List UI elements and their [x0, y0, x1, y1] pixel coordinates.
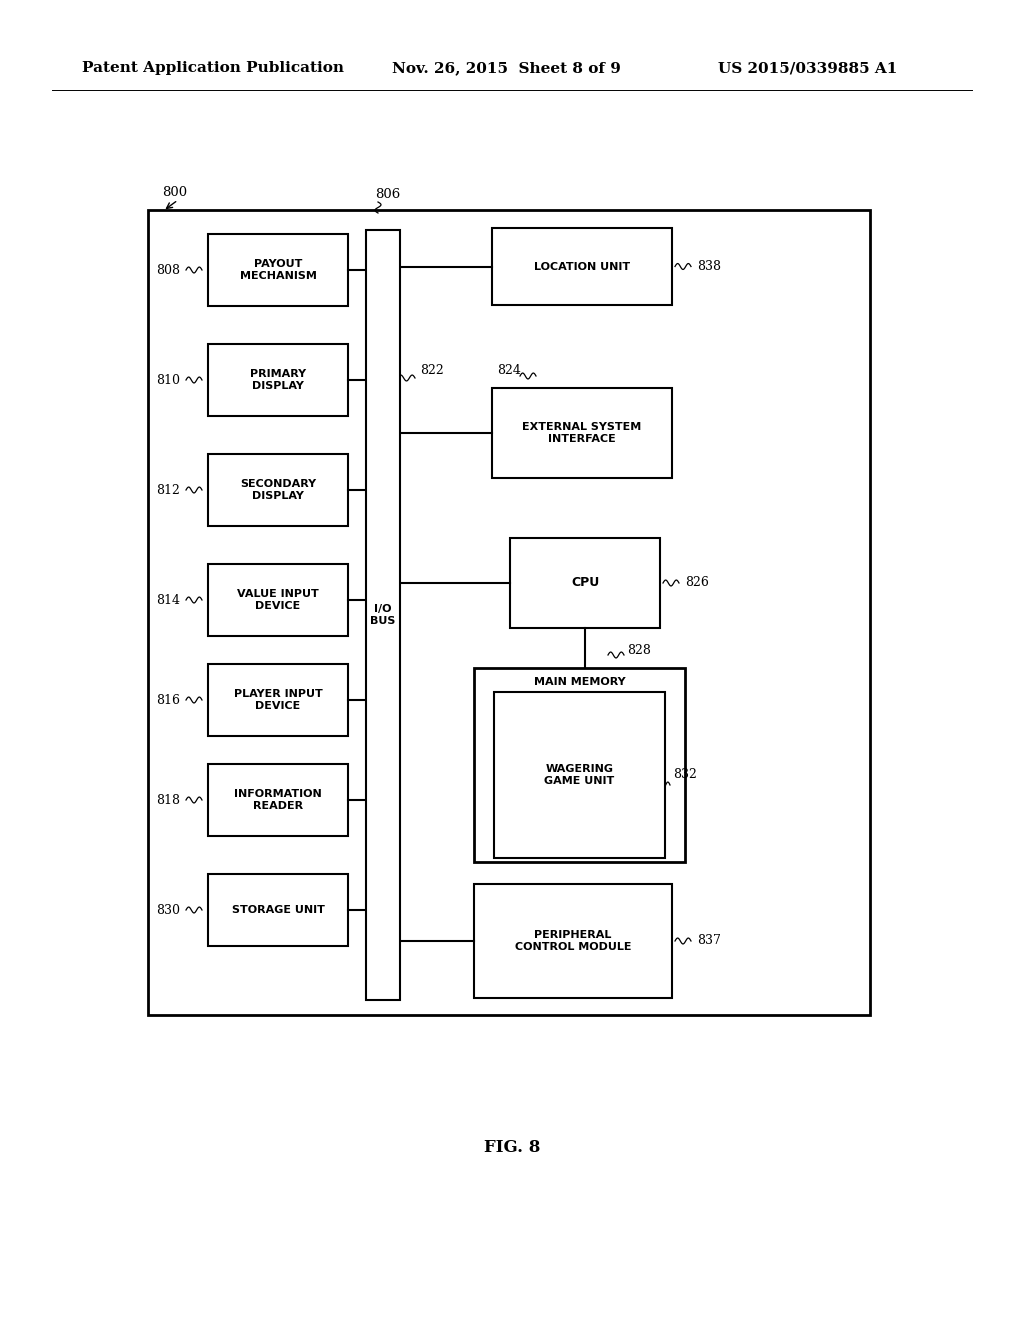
- Text: 832: 832: [673, 768, 697, 781]
- Bar: [208, 874, 348, 946]
- Text: VALUE INPUT
DEVICE: VALUE INPUT DEVICE: [238, 589, 318, 611]
- Text: 828: 828: [627, 644, 651, 656]
- Text: Nov. 26, 2015  Sheet 8 of 9: Nov. 26, 2015 Sheet 8 of 9: [392, 61, 621, 75]
- Text: PAYOUT
MECHANISM: PAYOUT MECHANISM: [240, 259, 316, 281]
- Text: 806: 806: [375, 187, 400, 201]
- Text: PRIMARY
DISPLAY: PRIMARY DISPLAY: [250, 370, 306, 391]
- Text: LOCATION UNIT: LOCATION UNIT: [534, 261, 630, 272]
- Bar: [492, 228, 672, 305]
- Text: US 2015/0339885 A1: US 2015/0339885 A1: [718, 61, 897, 75]
- Text: CPU: CPU: [570, 577, 599, 590]
- Bar: [494, 692, 665, 858]
- Text: PLAYER INPUT
DEVICE: PLAYER INPUT DEVICE: [233, 689, 323, 710]
- Text: WAGERING
GAME UNIT: WAGERING GAME UNIT: [545, 764, 614, 785]
- Text: INFORMATION
READER: INFORMATION READER: [234, 789, 322, 810]
- Bar: [474, 668, 685, 862]
- Text: I/O
BUS: I/O BUS: [371, 605, 395, 626]
- Bar: [366, 230, 400, 1001]
- Text: 812: 812: [156, 483, 180, 496]
- Text: 838: 838: [697, 260, 721, 273]
- Text: 810: 810: [156, 374, 180, 387]
- Text: EXTERNAL SYSTEM
INTERFACE: EXTERNAL SYSTEM INTERFACE: [522, 422, 642, 444]
- Bar: [208, 764, 348, 836]
- Text: 837: 837: [697, 935, 721, 948]
- Bar: [492, 388, 672, 478]
- Text: 824: 824: [497, 363, 521, 376]
- Bar: [208, 234, 348, 306]
- Bar: [208, 454, 348, 525]
- Bar: [510, 539, 660, 628]
- Text: SECONDARY
DISPLAY: SECONDARY DISPLAY: [240, 479, 316, 500]
- Bar: [148, 210, 870, 1015]
- Bar: [208, 345, 348, 416]
- Text: 808: 808: [156, 264, 180, 276]
- Bar: [474, 884, 672, 998]
- Text: 816: 816: [156, 693, 180, 706]
- Bar: [208, 564, 348, 636]
- Text: 814: 814: [156, 594, 180, 606]
- Text: PERIPHERAL
CONTROL MODULE: PERIPHERAL CONTROL MODULE: [515, 931, 631, 952]
- Text: 822: 822: [420, 363, 443, 376]
- Text: 830: 830: [156, 903, 180, 916]
- Text: FIG. 8: FIG. 8: [483, 1139, 541, 1156]
- Bar: [208, 664, 348, 737]
- Text: MAIN MEMORY: MAIN MEMORY: [534, 677, 626, 686]
- Text: 818: 818: [156, 793, 180, 807]
- Text: Patent Application Publication: Patent Application Publication: [82, 61, 344, 75]
- Text: STORAGE UNIT: STORAGE UNIT: [231, 906, 325, 915]
- Text: 800: 800: [162, 186, 187, 198]
- Text: 826: 826: [685, 577, 709, 590]
